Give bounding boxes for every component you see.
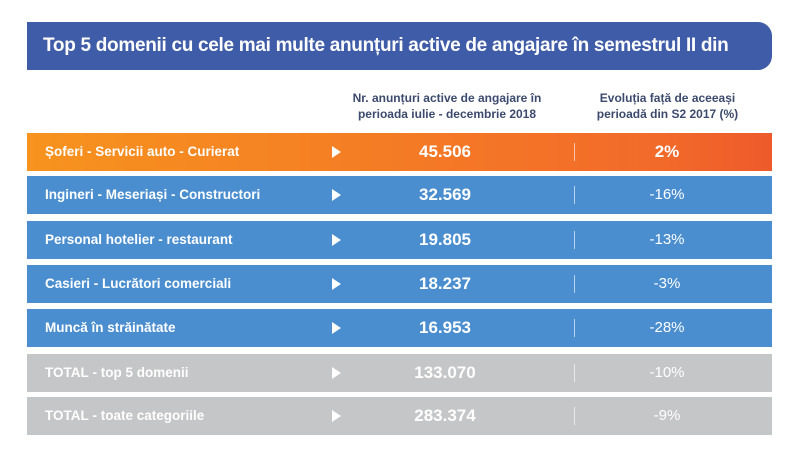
column-header-evolution: Evoluția față de aceeași perioadă din S2…	[596, 91, 739, 121]
play-arrow-icon	[332, 146, 341, 158]
table-row: Casieri - Lucrători comerciali 18.237 -3…	[27, 265, 772, 303]
row-label-text: - top 5 domenii	[88, 365, 189, 380]
table-row: Ingineri - Meseriași - Constructori 32.5…	[27, 176, 772, 214]
play-arrow-icon	[332, 278, 341, 290]
row-count: 45.506	[419, 142, 471, 161]
play-arrow-icon	[332, 322, 341, 334]
table-row: Șoferi - Servicii auto - Curierat 45.506…	[27, 133, 772, 171]
title-banner: Top 5 domenii cu cele mai multe anunțuri…	[27, 22, 772, 104]
row-label: Casieri - Lucrători comerciali	[45, 265, 231, 303]
row-count: 18.237	[419, 274, 471, 293]
column-divider	[574, 319, 575, 337]
table-row: TOTAL - top 5 domenii 133.070 -10%	[27, 354, 772, 392]
column-divider	[574, 231, 575, 249]
row-evolution: -3%	[653, 275, 681, 292]
table-row: Muncă în străinătate 16.953 -28%	[27, 309, 772, 347]
column-divider	[574, 407, 575, 425]
column-divider	[574, 186, 575, 204]
play-arrow-icon	[332, 234, 341, 246]
row-label-bold: TOTAL	[45, 408, 89, 423]
row-label: Muncă în străinătate	[45, 309, 176, 347]
play-arrow-icon	[332, 189, 341, 201]
row-label-text: Muncă în străinătate	[45, 320, 176, 335]
row-evolution: -9%	[653, 407, 681, 424]
column-divider	[574, 364, 575, 382]
row-count: 283.374	[414, 406, 476, 425]
column-header-count: Nr. anunțuri active de angajare în perio…	[352, 91, 542, 121]
row-label-text: Ingineri - Meseriași - Constructori	[45, 187, 261, 202]
row-count: 133.070	[414, 363, 476, 382]
row-evolution: -16%	[649, 186, 685, 203]
table-row: Personal hotelier - restaurant 19.805 -1…	[27, 221, 772, 259]
row-label-text: - toate categoriile	[88, 408, 205, 423]
row-count: 16.953	[419, 318, 471, 337]
row-label: TOTAL - top 5 domenii	[45, 354, 189, 392]
row-label-text: Personal hotelier - restaurant	[45, 232, 233, 247]
row-label: Ingineri - Meseriași - Constructori	[45, 176, 260, 214]
row-label: TOTAL - toate categoriile	[45, 397, 204, 435]
play-arrow-icon	[332, 410, 341, 422]
row-label-text: Șoferi - Servicii auto - Curierat	[45, 144, 240, 159]
row-count: 32.569	[419, 185, 471, 204]
row-evolution: -13%	[649, 231, 685, 248]
row-evolution: 2%	[654, 142, 680, 161]
row-label-bold: TOTAL	[45, 365, 89, 380]
table-row: TOTAL - toate categoriile 283.374 -9%	[27, 397, 772, 435]
row-count: 19.805	[419, 230, 471, 249]
row-label: Personal hotelier - restaurant	[45, 221, 233, 259]
row-evolution: -10%	[649, 364, 685, 381]
column-divider	[574, 143, 575, 161]
column-divider	[574, 275, 575, 293]
play-arrow-icon	[332, 367, 341, 379]
row-label: Șoferi - Servicii auto - Curierat	[45, 133, 239, 171]
row-evolution: -28%	[649, 319, 685, 336]
row-label-text: Casieri - Lucrători comerciali	[45, 276, 232, 291]
